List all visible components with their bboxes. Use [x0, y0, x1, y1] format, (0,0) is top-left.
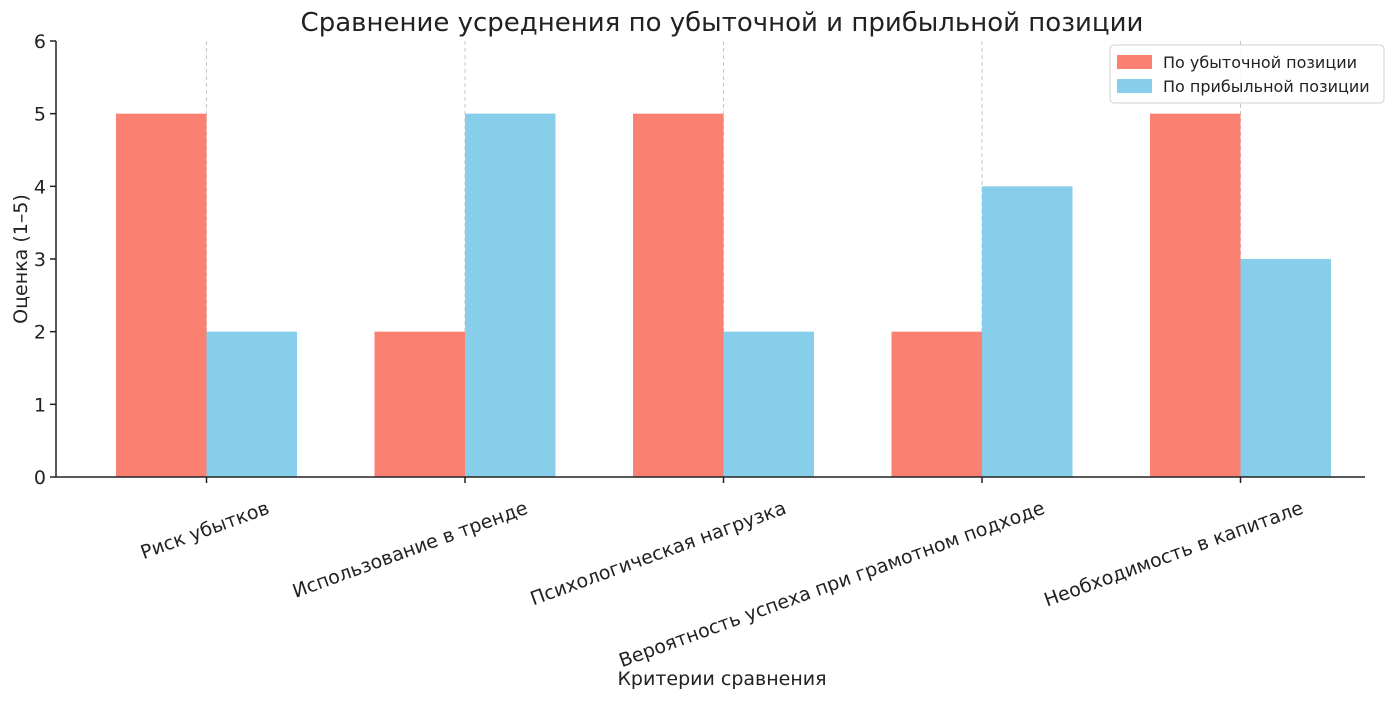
bar-profit-0	[206, 331, 297, 477]
legend-label-loss: По убыточной позиции	[1163, 53, 1357, 72]
bar-profit-1	[465, 113, 556, 478]
bar-loss-4	[1150, 113, 1241, 478]
y-axis-label: Оценка (1–5)	[10, 194, 32, 324]
y-tick-label: 5	[34, 104, 46, 126]
y-tick-label: 6	[34, 31, 46, 53]
bar-profit-4	[1240, 259, 1331, 477]
legend-label-profit: По прибыльной позиции	[1163, 77, 1370, 96]
bars	[116, 113, 1331, 478]
legend-swatch-loss	[1117, 55, 1152, 69]
bar-loss-1	[374, 331, 465, 477]
x-tick-label: Психологическая нагрузка	[527, 497, 789, 610]
y-tick-label: 2	[34, 322, 46, 344]
x-tick-label: Использование в тренде	[290, 497, 531, 603]
y-tick-label: 4	[34, 176, 46, 198]
bar-profit-2	[723, 331, 814, 477]
bar-loss-0	[116, 113, 207, 478]
legend-box	[1109, 44, 1385, 104]
bar-loss-2	[633, 113, 724, 478]
x-ticks: Риск убытков Использование в трендеПсихол…	[138, 477, 1306, 672]
y-tick-label: 3	[34, 249, 46, 271]
y-tick-label: 1	[34, 394, 46, 416]
legend-swatch-profit	[1117, 79, 1152, 93]
y-ticks: 0 1 2 3 4 5 6	[34, 31, 56, 489]
bar-loss-3	[891, 331, 982, 477]
x-tick-label: Риск убытков	[138, 497, 272, 564]
x-tick-label: Вероятность успеха при грамотном подходе	[616, 497, 1048, 672]
bar-profit-3	[982, 186, 1073, 478]
x-axis-label: Критерии сравнения	[617, 668, 826, 690]
legend: По убыточной позиции По прибыльной позици…	[1109, 44, 1385, 104]
y-tick-label: 0	[34, 467, 46, 489]
x-tick-label: Необходимость в капитале	[1041, 497, 1306, 611]
chart-title: Сравнение усреднения по убыточной и приб…	[301, 8, 1144, 38]
